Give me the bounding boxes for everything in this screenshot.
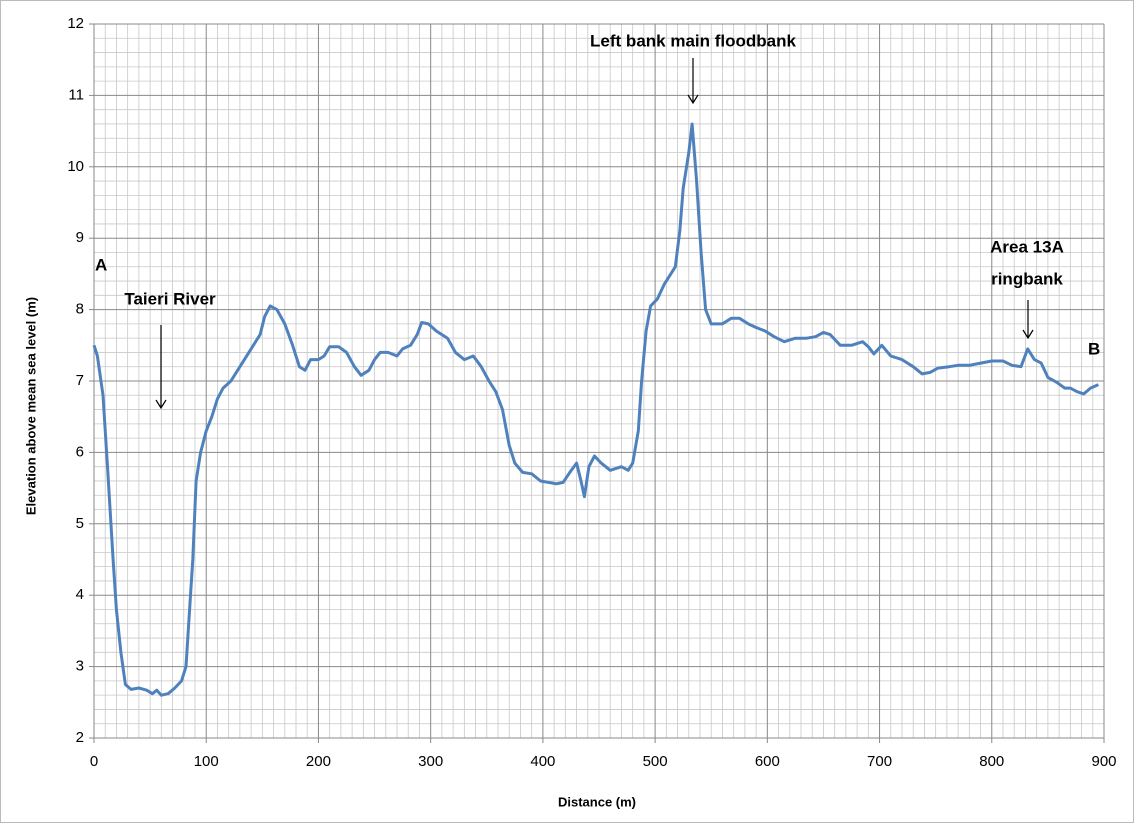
x-tick-label: 200 bbox=[306, 753, 331, 770]
y-tick-label: 9 bbox=[76, 229, 84, 246]
y-tick-label: 11 bbox=[68, 86, 84, 103]
y-tick-label: 10 bbox=[67, 158, 84, 175]
x-tick-label: 400 bbox=[530, 753, 555, 770]
arrow bbox=[687, 58, 699, 105]
y-axis-label: Elevation above mean sea level (m) bbox=[23, 297, 38, 515]
annotation: Left bank main floodbank bbox=[590, 31, 796, 50]
annotation: Area 13A bbox=[990, 237, 1064, 256]
y-tick-label: 8 bbox=[76, 301, 84, 318]
y-tick-label: 4 bbox=[76, 586, 84, 603]
annotation: Taieri River bbox=[124, 289, 216, 308]
y-tick-label: 7 bbox=[76, 372, 84, 389]
grid: 0 100 200 300 400 500 600 700 800 900 2 3 4 5 6 7 8 9 10 11… bbox=[67, 15, 1116, 770]
x-tick-label: 900 bbox=[1091, 753, 1116, 770]
plot bbox=[92, 122, 1100, 697]
y-tick-label: 12 bbox=[67, 15, 84, 32]
y-tick-label: 6 bbox=[76, 443, 84, 460]
arrows bbox=[155, 58, 1034, 410]
x-tick-label: 500 bbox=[643, 753, 668, 770]
x-tick-label: 100 bbox=[194, 753, 219, 770]
arrow bbox=[155, 325, 167, 410]
x-tick-label: 700 bbox=[867, 753, 892, 770]
annotation: ringbank bbox=[991, 269, 1063, 288]
line bbox=[92, 122, 1100, 697]
annotation: B bbox=[1088, 339, 1100, 358]
y-tick-label: 5 bbox=[76, 515, 84, 532]
x-tick-label: 600 bbox=[755, 753, 780, 770]
y-tick-label: 3 bbox=[76, 658, 84, 675]
y-tick-label: 2 bbox=[76, 729, 84, 746]
x-tick-label: 0 bbox=[90, 753, 98, 770]
annotation: A bbox=[95, 255, 107, 274]
x-axis-label: Distance (m) bbox=[558, 794, 636, 809]
x-tick-label: 300 bbox=[418, 753, 443, 770]
arrow bbox=[1022, 300, 1034, 340]
x-tick-label: 800 bbox=[979, 753, 1004, 770]
